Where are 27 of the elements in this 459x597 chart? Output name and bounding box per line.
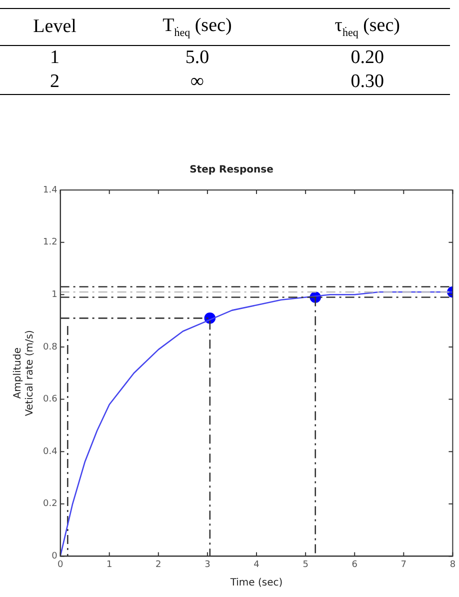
text: 2	[0, 70, 110, 94]
y-tick-label: 0.8	[42, 342, 58, 352]
y-tick-label: 1	[52, 290, 58, 300]
text: 0.20	[350, 46, 386, 70]
y-axis-title: Amplitude Vetical rate (m/s)	[12, 330, 36, 416]
category-label: Level	[0, 8, 110, 46]
y-tick-label: 0.2	[42, 499, 58, 510]
x-tick-label: 5	[302, 560, 308, 570]
category-label: τ$_{ḣeq}$ (sec)	[284, 8, 450, 46]
y-tick-label: 0.4	[42, 446, 58, 457]
x-tick-label: 1	[106, 560, 112, 570]
x-tick-label: 3	[204, 560, 210, 570]
x-tick-label: 2	[156, 560, 162, 570]
x-axis-title: Time (sec)	[229, 578, 283, 589]
category-label: T$_{ḣeq}$ (sec)	[110, 8, 285, 46]
chart-title: Step Response	[190, 164, 274, 176]
x-tick-label: 6	[352, 560, 358, 570]
text: ∞	[110, 70, 285, 94]
y-tick-label: 1.2	[42, 238, 58, 248]
text: 0.30	[284, 70, 450, 94]
y-tick-label: 0.6	[42, 394, 58, 405]
y-tick-label: 0	[52, 552, 58, 562]
x-tick-label: 8	[450, 560, 456, 570]
x-tick-label: 4	[254, 560, 260, 570]
y-tick-label: 1.4	[42, 185, 58, 196]
x-tick-label: 7	[400, 560, 407, 570]
text: 5.0	[184, 46, 210, 70]
